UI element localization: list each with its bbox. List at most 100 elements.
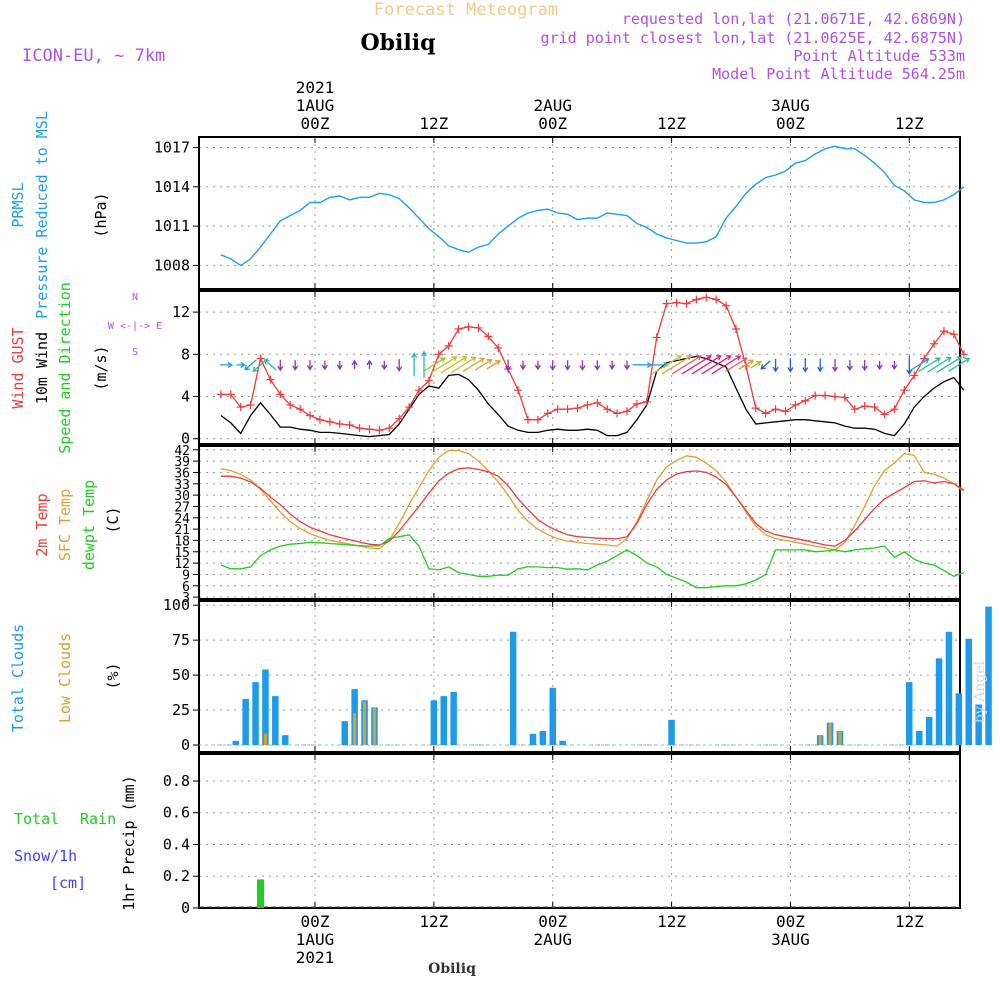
total-cloud-bar bbox=[282, 735, 289, 745]
y-tick-label: 1014 bbox=[154, 178, 190, 196]
wind-gust-marker bbox=[533, 415, 542, 424]
low-cloud-bar bbox=[363, 701, 366, 745]
wind-direction-arrow bbox=[681, 355, 712, 375]
wind-gust-marker bbox=[474, 323, 483, 332]
total-cloud-bar bbox=[341, 721, 348, 745]
wind-direction-arrow bbox=[396, 359, 403, 372]
wind-direction-arrow bbox=[609, 360, 616, 371]
total-cloud-bar bbox=[906, 682, 913, 745]
wind-gust-marker bbox=[523, 415, 532, 424]
precip-axis-label: 1hr Precip (mm) bbox=[120, 775, 138, 910]
wind-gust-marker bbox=[553, 405, 562, 414]
low-cloud-bar bbox=[838, 731, 842, 745]
y-tick-label: 0.6 bbox=[163, 804, 190, 822]
wind-gust-marker bbox=[791, 400, 800, 409]
wind-gust-marker bbox=[236, 403, 245, 412]
pressure-line bbox=[220, 145, 965, 267]
wind-gust-marker bbox=[375, 426, 384, 435]
time-label-top: 2AUG bbox=[533, 96, 572, 115]
low-cloud-bar bbox=[353, 712, 357, 746]
wind-direction-arrow bbox=[381, 360, 388, 371]
panel-frame bbox=[198, 753, 961, 909]
wind-speed-dir-label: Speed and Direction bbox=[56, 282, 74, 454]
y-tick-label: 0 bbox=[181, 899, 190, 917]
wind-unit-label: (m/s) bbox=[92, 345, 110, 390]
wind-gust-marker bbox=[543, 409, 552, 418]
dewpt-line bbox=[220, 534, 965, 589]
y-tick-label: 0 bbox=[181, 736, 190, 754]
wind-direction-arrow bbox=[462, 357, 485, 372]
wind-direction-arrow bbox=[534, 360, 541, 371]
wind-direction-arrow bbox=[831, 358, 839, 373]
location-title: Obiliq bbox=[360, 30, 435, 56]
y-tick-label: 12 bbox=[172, 303, 190, 321]
wind-gust-marker bbox=[850, 405, 859, 414]
wind-direction-arrow bbox=[519, 360, 527, 371]
wind-gust-marker bbox=[415, 386, 424, 395]
wind-direction-arrow bbox=[594, 360, 601, 371]
watermark: by Angel bbox=[972, 660, 988, 723]
wind-gust-marker bbox=[840, 393, 849, 402]
wind-gust-marker bbox=[900, 386, 909, 395]
y-tick-label: 1011 bbox=[154, 217, 190, 235]
low-clouds-label: Low Clouds bbox=[56, 633, 74, 723]
wind-gust-marker bbox=[702, 293, 711, 302]
wind-gust-marker bbox=[325, 417, 334, 426]
wind-gust-marker bbox=[949, 330, 958, 339]
time-label-top: 00Z bbox=[776, 114, 805, 133]
panel-frame bbox=[198, 600, 961, 753]
wind-gust-marker bbox=[365, 425, 374, 434]
panel-frame bbox=[198, 290, 961, 445]
y-tick-label: 27 bbox=[174, 500, 190, 515]
rain-label: Rain bbox=[80, 810, 116, 828]
compass-n: N bbox=[132, 292, 138, 303]
wind-gust-marker bbox=[831, 392, 840, 401]
low-cloud-bar bbox=[372, 707, 376, 746]
wind-direction-arrow bbox=[750, 361, 762, 369]
wind-gust-marker bbox=[623, 407, 632, 416]
pressure-label-msl: Pressure Reduced to MSL bbox=[33, 111, 51, 319]
wind-direction-arrow bbox=[817, 358, 824, 373]
time-label-top: 00Z bbox=[301, 114, 330, 133]
total-cloud-bar bbox=[955, 693, 963, 745]
wind-gust-marker bbox=[583, 400, 592, 409]
wind-direction-arrow bbox=[336, 360, 343, 371]
wind-direction-arrow bbox=[474, 359, 493, 371]
low-cloud-bar bbox=[264, 733, 267, 745]
time-label-bottom: 12Z bbox=[419, 912, 448, 931]
total-precip-label: Total bbox=[14, 810, 59, 828]
low-cloud-bar bbox=[828, 722, 832, 745]
wind-direction-arrow bbox=[292, 360, 299, 371]
total-clouds-label: Total Clouds bbox=[9, 624, 27, 732]
wind-gust-marker bbox=[880, 410, 889, 419]
faded-title: Forecast Meteogram bbox=[374, 0, 558, 20]
wind-panel: 0 4 8 12 bbox=[172, 290, 971, 448]
total-cloud-bar bbox=[430, 700, 438, 745]
t2m-line bbox=[220, 467, 965, 547]
time-label-bottom: 12Z bbox=[895, 912, 924, 931]
time-label-bottom: 00Z bbox=[301, 912, 330, 931]
wind-direction-arrow bbox=[891, 360, 898, 371]
clouds-unit-label: (%) bbox=[104, 662, 122, 689]
wind-gust-marker bbox=[959, 350, 968, 359]
total-cloud-bar bbox=[262, 669, 269, 745]
snow-unit-label: [cm] bbox=[50, 874, 86, 892]
wind-direction-arrow bbox=[549, 360, 556, 371]
panel-frame bbox=[198, 136, 961, 290]
y-tick-label: 0 bbox=[181, 430, 190, 448]
time-label-bottom: 12Z bbox=[657, 912, 686, 931]
y-tick-label: 18 bbox=[174, 534, 190, 549]
y-tick-label: 42 bbox=[174, 444, 190, 459]
total-cloud-bar bbox=[945, 631, 953, 746]
grid-point-coords: grid point closest lon,lat (21.0625E, 42… bbox=[541, 29, 965, 47]
total-cloud-bar bbox=[925, 717, 933, 745]
wind-gust-marker bbox=[405, 403, 414, 412]
wind-direction-arrow bbox=[926, 356, 952, 373]
total-cloud-bar bbox=[232, 740, 239, 745]
total-cloud-bar bbox=[529, 733, 537, 745]
wind-direction-arrow bbox=[661, 355, 693, 375]
wind-gust-marker bbox=[692, 295, 701, 304]
y-tick-label: 100 bbox=[163, 596, 190, 614]
